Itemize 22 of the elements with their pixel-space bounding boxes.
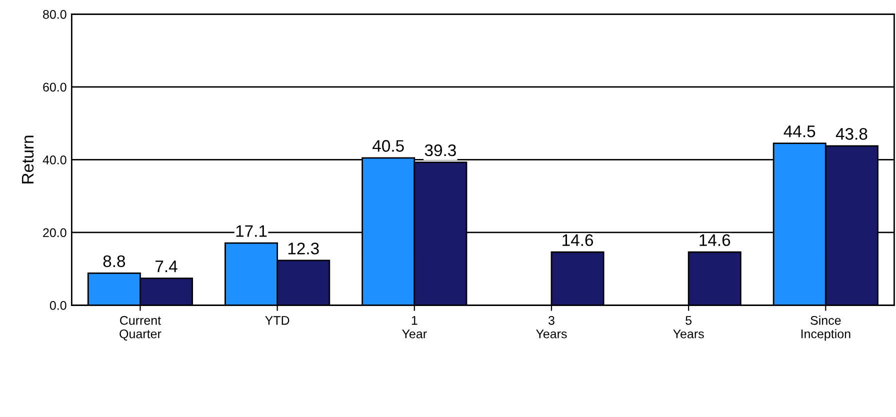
data-label: 12.3: [288, 242, 319, 254]
x-tick-label: Since Inception: [801, 316, 850, 341]
y-tick-label: 20.0: [43, 228, 66, 238]
data-label: 17.1: [236, 225, 267, 237]
data-label: 8.8: [103, 255, 126, 268]
data-label: 39.3: [424, 144, 456, 156]
x-tick-label: 5 Years: [673, 316, 704, 338]
x-tick-label: 1 Year: [402, 316, 427, 338]
x-tick-label: 3 Years: [536, 316, 567, 338]
data-label: 7.4: [156, 260, 178, 272]
x-tick-label: Current Quarter: [120, 316, 162, 341]
data-label: 14.6: [700, 234, 730, 246]
data-label: 43.8: [836, 128, 868, 140]
y-tick-label: 60.0: [43, 82, 66, 92]
x-tick-label: YTD: [265, 316, 290, 325]
y-tick-label: 80.0: [43, 10, 66, 19]
y-axis-title: Return: [22, 136, 34, 184]
data-label: 44.5: [784, 126, 816, 138]
y-tick-label: 0.0: [50, 301, 66, 310]
data-label: 14.6: [562, 234, 594, 246]
y-tick-label: 40.0: [42, 156, 66, 164]
data-label: 40.5: [372, 140, 404, 152]
